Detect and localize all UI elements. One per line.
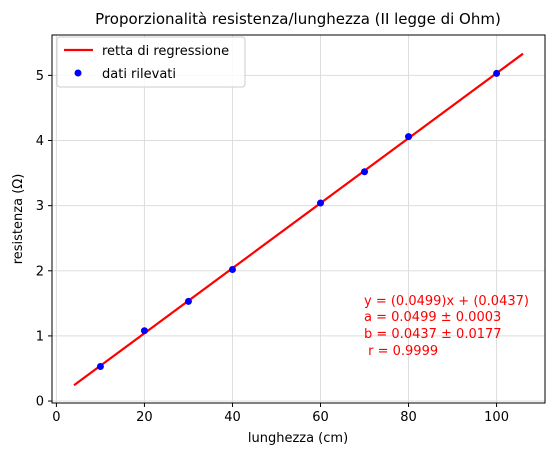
data-points-series — [96, 69, 501, 371]
data-point — [405, 133, 413, 141]
annotation-correlation: r = 0.9999 — [364, 344, 438, 359]
chart-title: Proporzionalità resistenza/lunghezza (II… — [95, 10, 501, 28]
y-tick-label: 3 — [36, 199, 44, 214]
x-tick-label: 100 — [484, 410, 509, 425]
x-tick-label: 80 — [400, 410, 417, 425]
x-tick-label: 0 — [52, 410, 60, 425]
annotation-intercept: b = 0.0437 ± 0.0177 — [364, 327, 502, 342]
legend-label-regression-line: retta di regressione — [102, 44, 229, 59]
data-point — [96, 363, 104, 371]
regression-line-series — [73, 52, 524, 387]
x-tick-label: 60 — [312, 410, 329, 425]
regression-annotation: y = (0.0499)x + (0.0437) a = 0.0499 ± 0.… — [364, 294, 529, 359]
legend-label-data-points: dati rilevati — [102, 67, 176, 82]
legend-point-swatch — [74, 69, 82, 77]
annotation-slope: a = 0.0499 ± 0.0003 — [364, 310, 501, 325]
legend-frame — [56, 36, 246, 88]
y-tick-label: 4 — [36, 134, 44, 149]
regression-line — [73, 52, 524, 387]
x-tick-label: 20 — [136, 410, 153, 425]
data-point — [140, 327, 148, 335]
y-tick-label: 5 — [36, 69, 44, 84]
data-point — [317, 199, 325, 207]
data-point — [493, 69, 501, 77]
data-point — [228, 265, 236, 273]
annotation-equation: y = (0.0499)x + (0.0437) — [364, 294, 529, 309]
axis-ticks: 0 20 40 60 80 100 0 1 2 3 4 5 — [36, 69, 509, 425]
plot-frame — [51, 34, 546, 404]
y-tick-label: 1 — [36, 329, 44, 344]
y-axis-label: resistenza (Ω) — [11, 174, 26, 265]
x-axis-label: lunghezza (cm) — [248, 431, 348, 446]
y-tick-label: 2 — [36, 264, 44, 279]
y-tick-label: 0 — [36, 395, 44, 410]
x-tick-label: 40 — [224, 410, 241, 425]
data-point — [361, 168, 369, 176]
legend: retta di regressione dati rilevati — [56, 36, 246, 88]
data-point — [184, 297, 192, 305]
